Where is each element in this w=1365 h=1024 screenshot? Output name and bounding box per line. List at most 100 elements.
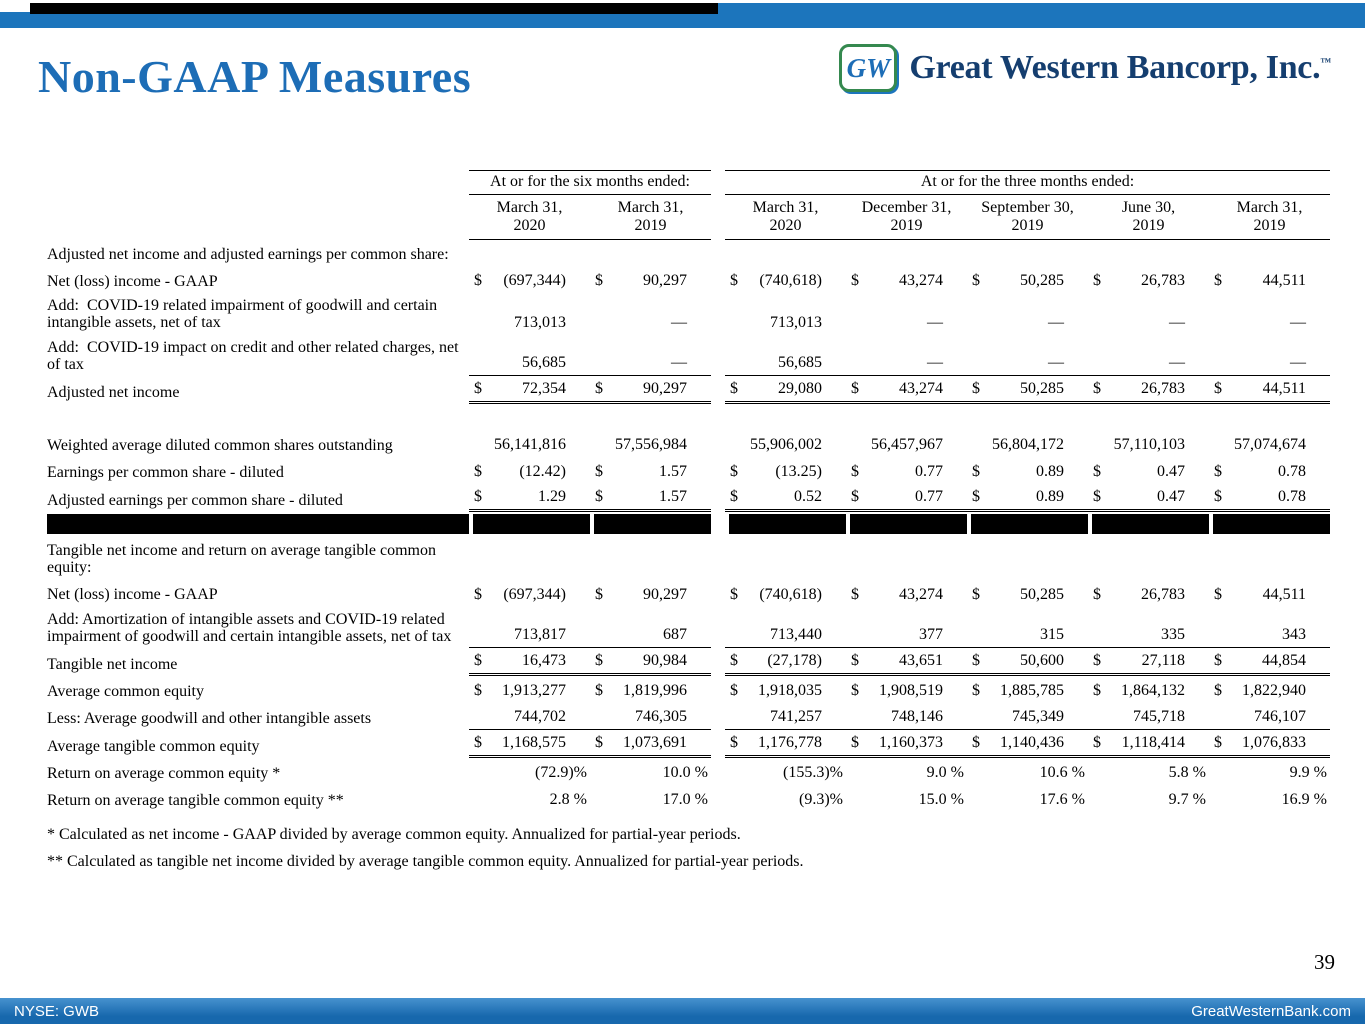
value-cell: 746,305 xyxy=(590,704,711,731)
cell-value: 1,118,414 xyxy=(1121,734,1185,752)
table-row: Return on average common equity * (72.9)%… xyxy=(47,758,1330,785)
value-cell: $16,473 xyxy=(469,648,590,677)
dollar-sign: $ xyxy=(1093,652,1101,670)
cell-value: 1,819,996 xyxy=(623,682,687,700)
cell-value: 1.57 xyxy=(659,488,687,506)
dollar-sign: $ xyxy=(730,652,738,670)
value-cell: — xyxy=(590,350,711,377)
dollar-sign: $ xyxy=(851,652,859,670)
value-cell: $44,511 xyxy=(1209,376,1330,405)
row-label: Net (loss) income - GAAP xyxy=(47,586,218,604)
value-cell: 315 xyxy=(967,622,1088,649)
value-cell: 713,440 xyxy=(725,622,846,649)
value-cell: 56,685 xyxy=(725,350,846,377)
cell-value: (155.3)% xyxy=(783,764,843,782)
value-cell: $90,297 xyxy=(590,376,711,405)
cell-value: 713,440 xyxy=(770,626,822,644)
cell-value: 44,511 xyxy=(1262,585,1306,603)
value-cell: $1,885,785 xyxy=(967,678,1088,703)
dollar-sign: $ xyxy=(474,734,482,752)
page-number: 39 xyxy=(1314,950,1335,974)
value-cell: $50,285 xyxy=(967,376,1088,405)
trademark-symbol: ™ xyxy=(1320,56,1331,69)
value-cell: $43,274 xyxy=(846,376,967,405)
value-cell: $1.57 xyxy=(590,459,711,484)
table-row: Average common equity $1,913,277 $1,819,99… xyxy=(47,676,1330,703)
value-cell: 56,804,172 xyxy=(967,432,1088,457)
cell-value: 741,257 xyxy=(770,708,822,726)
value-cell: $43,651 xyxy=(846,648,967,677)
divider-cell xyxy=(1088,514,1209,535)
value-cell: 2.8 % xyxy=(469,787,590,812)
cell-value: 1,908,519 xyxy=(879,682,943,700)
column-header: June 30, 2019 xyxy=(1121,199,1176,234)
cell-value: — xyxy=(671,354,687,372)
cell-value: 44,854 xyxy=(1262,652,1306,670)
value-cell: $0.47 xyxy=(1088,459,1209,484)
divider-row xyxy=(47,514,1330,535)
cell-value: 15.0 % xyxy=(918,791,964,809)
value-cell: $1,819,996 xyxy=(590,678,711,703)
dollar-sign: $ xyxy=(1214,734,1222,752)
column-header: December 31, 2019 xyxy=(861,199,952,234)
value-cell: 9.0 % xyxy=(846,760,967,785)
value-cell: 343 xyxy=(1209,622,1330,649)
dollar-sign: $ xyxy=(1214,463,1222,481)
cell-value: 16.9 % xyxy=(1281,791,1327,809)
dollar-sign: $ xyxy=(595,652,603,670)
value-cell: — xyxy=(590,310,711,335)
value-cell: 745,349 xyxy=(967,704,1088,731)
value-cell: $50,600 xyxy=(967,648,1088,677)
cell-value: 17.0 % xyxy=(662,791,708,809)
table-row: Net (loss) income - GAAP $ (697,344) $90,29… xyxy=(47,580,1330,607)
cell-value: 43,274 xyxy=(899,380,943,398)
dollar-sign: $ xyxy=(474,585,482,603)
dollar-sign: $ xyxy=(851,488,859,506)
row-label: Adjusted net income and adjusted earning… xyxy=(47,245,449,263)
cell-value: 315 xyxy=(1040,626,1064,644)
ticker-label: NYSE: GWB xyxy=(14,1002,100,1020)
value-cell: — xyxy=(967,310,1088,335)
cell-value: 26,783 xyxy=(1141,380,1185,398)
table-row: Add: COVID-19 impact on credit and other… xyxy=(47,335,1330,377)
value-cell: $1,864,132 xyxy=(1088,678,1209,703)
top-black-bar xyxy=(30,3,718,14)
column-header: March 31, 2019 xyxy=(1236,199,1303,234)
dollar-sign: $ xyxy=(474,272,482,290)
table-row: Return on average tangible common equity… xyxy=(47,785,1330,812)
cell-value: 748,146 xyxy=(891,708,943,726)
cell-value: 1,864,132 xyxy=(1121,682,1185,700)
cell-value: 10.0 % xyxy=(662,764,708,782)
value-cell: $0.78 xyxy=(1209,459,1330,484)
value-cell: $26,783 xyxy=(1088,582,1209,607)
dollar-sign: $ xyxy=(1093,682,1101,700)
dollar-sign: $ xyxy=(972,585,980,603)
value-cell: $1.29 xyxy=(469,484,590,513)
cell-value: 90,297 xyxy=(643,272,687,290)
dollar-sign: $ xyxy=(595,682,603,700)
dollar-sign: $ xyxy=(1214,585,1222,603)
dollar-sign: $ xyxy=(730,734,738,752)
cell-value: 9.7 % xyxy=(1168,791,1206,809)
row-label: Earnings per common share - diluted xyxy=(47,463,284,481)
cell-value: 44,511 xyxy=(1262,272,1306,290)
table-header: At or for the six months ended: At or fo… xyxy=(47,170,1330,240)
divider-cell xyxy=(846,514,967,535)
cell-value: (740,618) xyxy=(759,272,822,290)
value-cell: — xyxy=(1209,350,1330,377)
value-cell: $ (697,344) xyxy=(469,268,590,293)
value-cell: $0.78 xyxy=(1209,484,1330,513)
dollar-sign: $ xyxy=(474,652,482,670)
row-label: Adjusted earnings per common share - dil… xyxy=(47,491,343,509)
cell-value: 43,274 xyxy=(899,272,943,290)
dollar-sign: $ xyxy=(730,682,738,700)
group-header-row: At or for the six months ended: At or fo… xyxy=(47,170,1330,195)
cell-value: 56,804,172 xyxy=(992,436,1064,454)
cell-value: 72,354 xyxy=(522,380,566,398)
cell-value: 27,118 xyxy=(1141,652,1185,670)
divider-cell xyxy=(590,514,711,535)
cell-value: 5.8 % xyxy=(1168,764,1206,782)
cell-value: 2.8 % xyxy=(549,791,587,809)
cell-value: 90,984 xyxy=(643,652,687,670)
dollar-sign: $ xyxy=(851,682,859,700)
